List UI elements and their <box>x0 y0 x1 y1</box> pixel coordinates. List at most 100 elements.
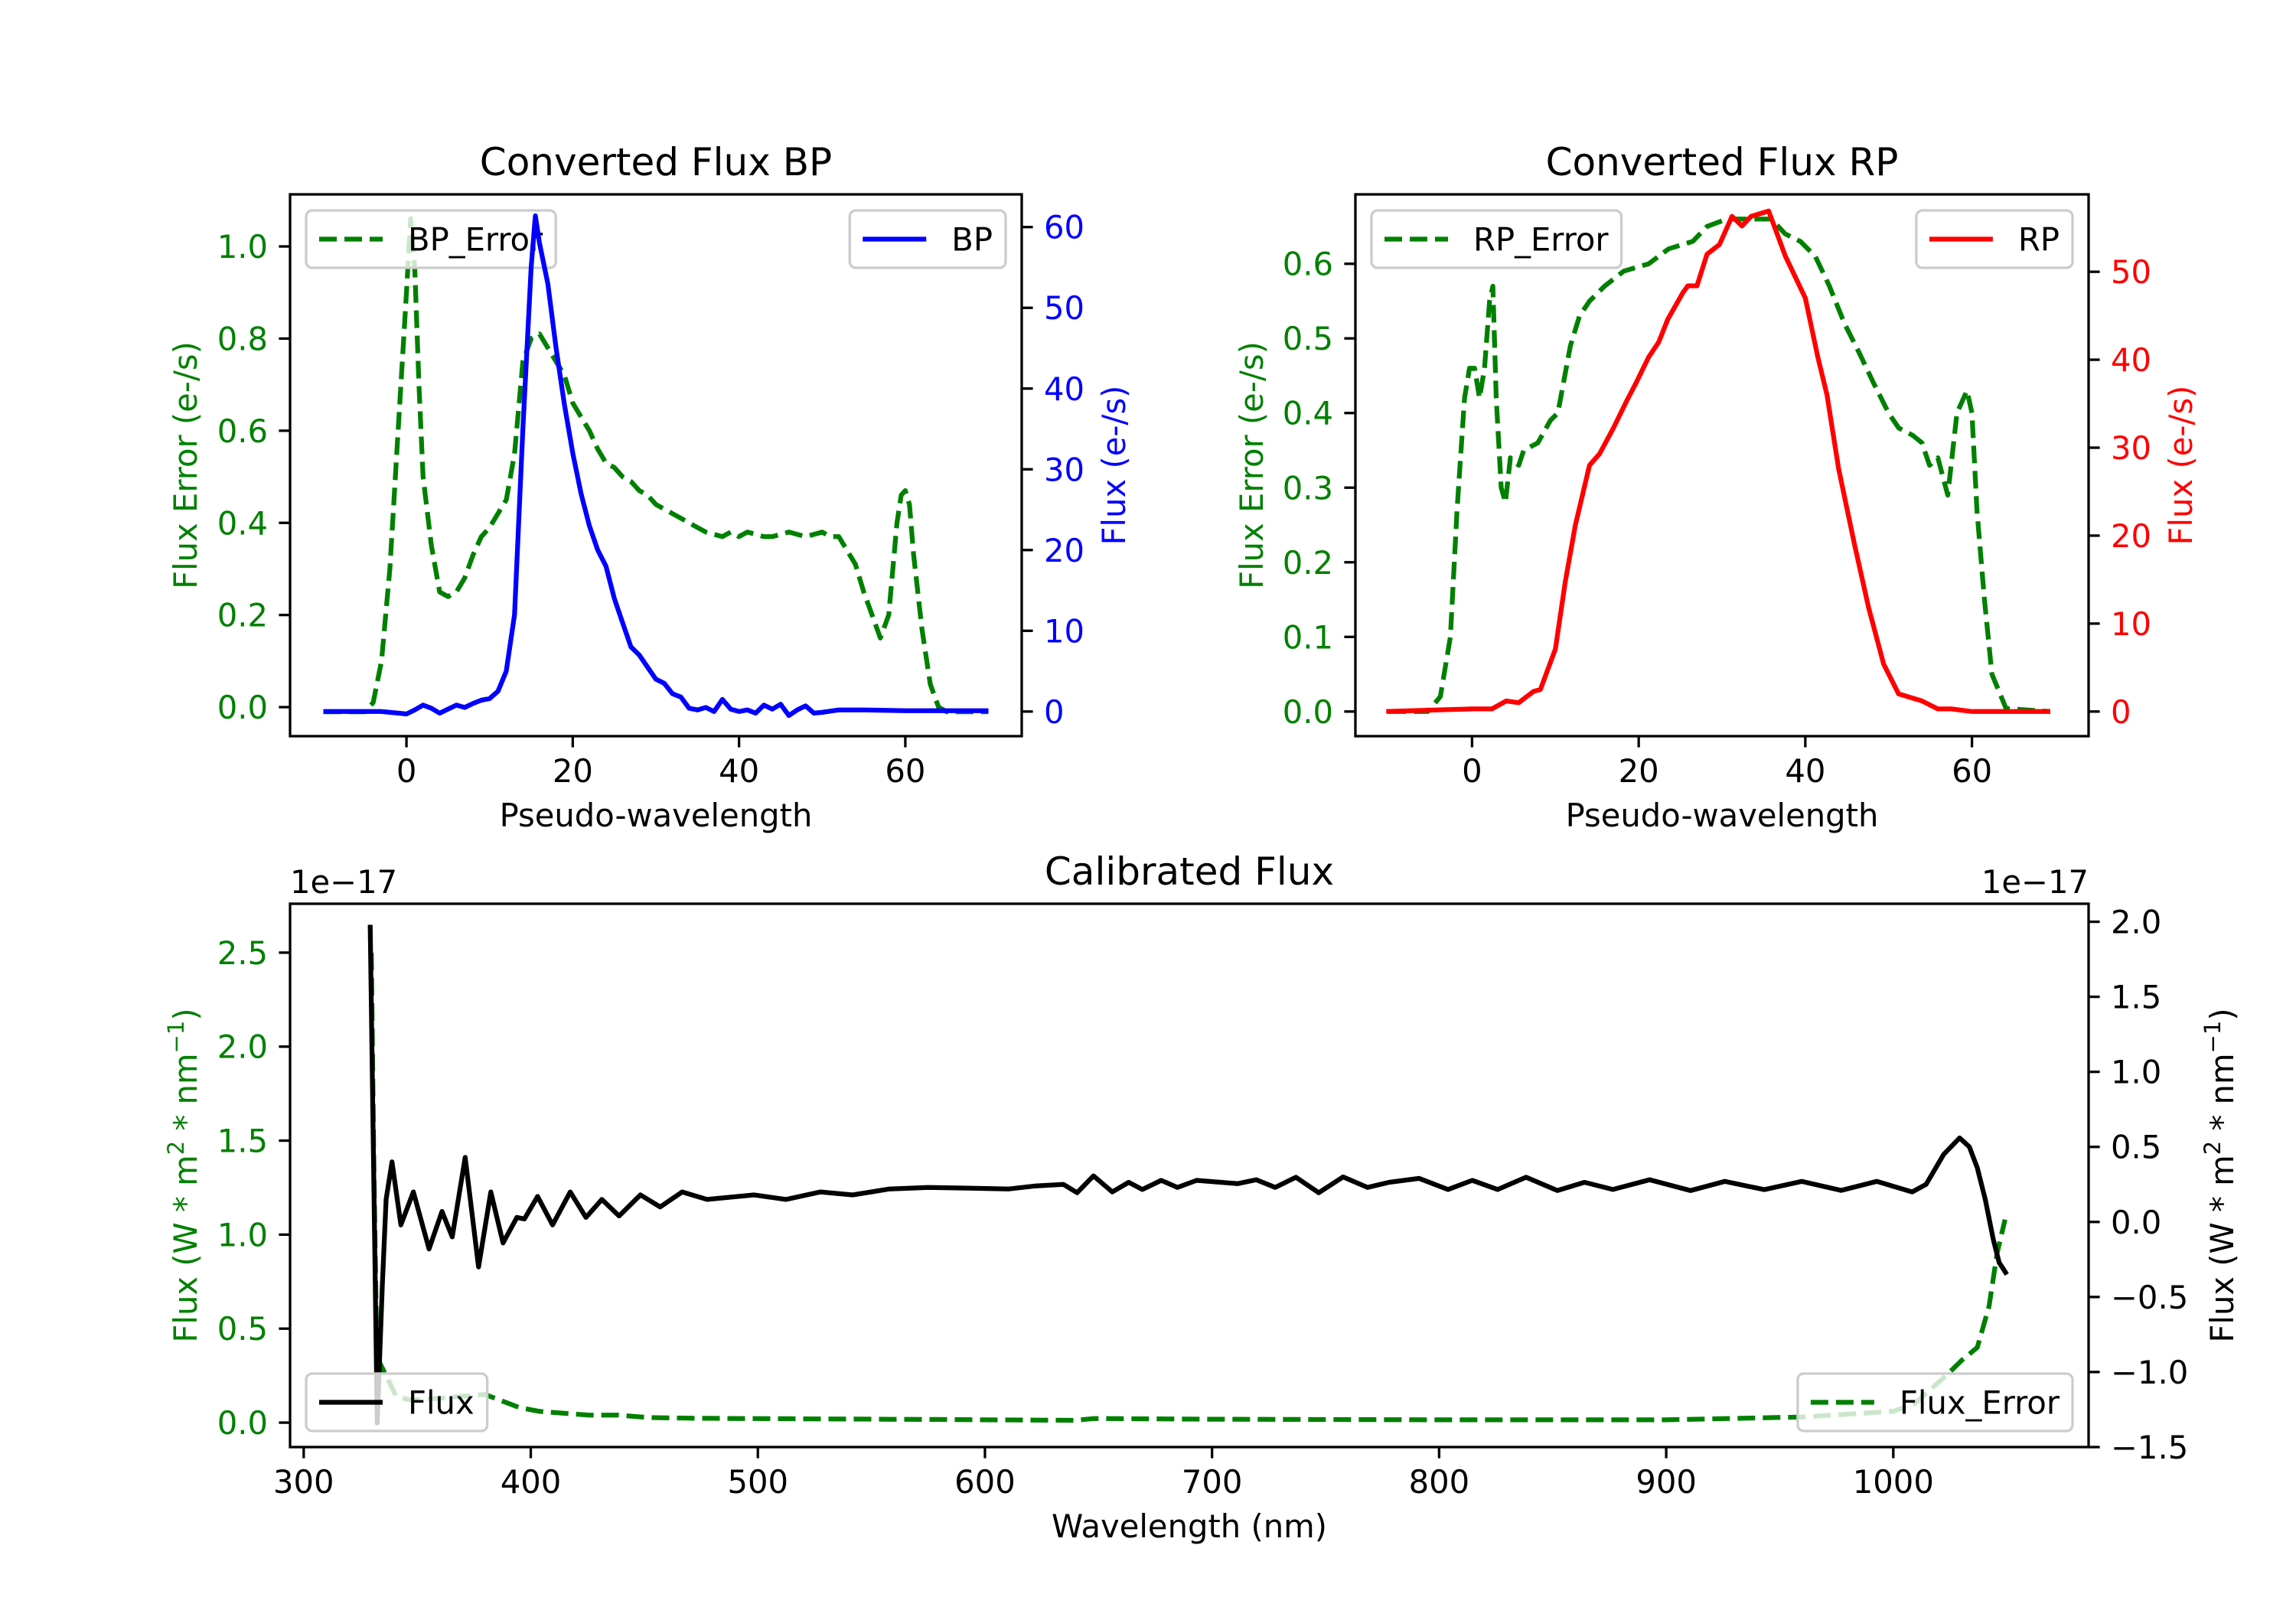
y-left-tick-label: 0.4 <box>217 504 268 542</box>
y-left-tick-label: 2.5 <box>217 934 268 972</box>
y-right-tick-label: 20 <box>2111 517 2151 555</box>
x-tick-label: 20 <box>553 752 593 790</box>
x-tick-label: 40 <box>719 752 759 790</box>
legend-label: RP_Error <box>1473 221 1609 259</box>
x-tick-label: 0 <box>1462 752 1482 790</box>
legend-flux: Flux <box>305 1372 489 1433</box>
chart-calibrated: Calibrated Flux 300 400 500 600 700 800 900 1000… <box>163 849 2240 1545</box>
series-line-rp <box>1386 208 2050 714</box>
series-line-bp-error <box>323 216 989 715</box>
x-tick-label: 40 <box>1785 752 1825 790</box>
y-right-tick-label: 50 <box>2111 253 2151 291</box>
y-right-tick-label: 0.5 <box>2111 1129 2161 1166</box>
legend-frame <box>1370 209 1623 269</box>
y-left-tick-label: 1.0 <box>217 228 268 266</box>
x-tick-label: 0 <box>396 752 417 790</box>
y-right-tick-label: 50 <box>1044 289 1084 327</box>
legend-label: BP <box>951 221 993 259</box>
y-left-tick-label: 0.5 <box>217 1310 268 1348</box>
y-right-tick-label: 2.0 <box>2111 904 2161 941</box>
axes-frame <box>289 193 1023 738</box>
chart-title: Converted Flux BP <box>480 140 832 184</box>
legend-bp: BP <box>848 209 1007 269</box>
y-right-tick-label: −0.5 <box>2111 1279 2188 1316</box>
x-tick-label: 700 <box>1182 1463 1243 1501</box>
y-left-axis-label: Flux (W * m2 * nm−1) <box>163 1008 204 1342</box>
y-right-tick-label: 0.0 <box>2111 1204 2161 1241</box>
x-tick-label: 1000 <box>1853 1463 1934 1501</box>
legend-frame <box>1796 1372 2074 1433</box>
y-left-tick-label: 0.2 <box>217 597 268 634</box>
x-axis-label: Pseudo-wavelength <box>1566 797 1879 834</box>
chart-title: Calibrated Flux <box>1045 849 1334 894</box>
x-tick-label: 300 <box>273 1463 334 1501</box>
y-left-tick-label: 0.2 <box>1283 544 1333 582</box>
y-left-tick-label: 1.0 <box>217 1216 268 1253</box>
series-line-flux <box>367 924 2009 1426</box>
legend-rp-error: RP_Error <box>1370 209 1623 269</box>
y-right-tick-label: 20 <box>1044 532 1084 569</box>
y-left-tick-label: 0.6 <box>217 412 268 450</box>
y-right-tick-label: 1.0 <box>2111 1054 2161 1091</box>
x-tick-label: 400 <box>501 1463 562 1501</box>
series-line-bp <box>323 213 989 719</box>
series-line-rp-error <box>1388 217 2051 714</box>
x-tick-label: 60 <box>885 752 925 790</box>
axes-frame <box>1354 193 2090 738</box>
axes-frame <box>289 902 2090 1449</box>
y-right-axis-label: Flux (W * m2 * nm−1) <box>2200 1008 2240 1342</box>
chart-title: Converted Flux RP <box>1546 140 1899 184</box>
legend-frame <box>305 1372 489 1433</box>
y-left-axis-label: Flux Error (e-/s) <box>1233 341 1270 589</box>
x-tick-label: 20 <box>1619 752 1659 790</box>
x-tick-label: 60 <box>1952 752 1992 790</box>
y-right-tick-label: 30 <box>2111 429 2151 467</box>
x-axis-label: Pseudo-wavelength <box>500 797 813 834</box>
y-right-tick-label: 40 <box>2111 341 2151 379</box>
y-left-offset-text: 1e−17 <box>290 863 397 901</box>
y-right-tick-label: 30 <box>1044 451 1084 488</box>
y-right-tick-label: 60 <box>1044 209 1084 246</box>
legend-frame <box>848 209 1007 269</box>
y-left-tick-label: 0.4 <box>1283 395 1333 432</box>
y-right-tick-label: −1.5 <box>2111 1429 2188 1466</box>
x-tick-label: 600 <box>954 1463 1016 1501</box>
y-left-tick-label: 0.0 <box>217 1404 268 1442</box>
x-tick-label: 900 <box>1636 1463 1697 1501</box>
legend-flux-error: Flux_Error <box>1796 1372 2074 1433</box>
y-left-tick-label: 0.5 <box>1283 320 1333 357</box>
y-right-offset-text: 1e−17 <box>1981 863 2089 901</box>
y-left-tick-label: 2.0 <box>217 1028 268 1066</box>
y-right-tick-label: 10 <box>2111 605 2151 643</box>
y-left-axis-label: Flux Error (e-/s) <box>167 341 204 589</box>
y-right-axis-label: Flux (e-/s) <box>2162 386 2200 546</box>
y-left-tick-label: 1.5 <box>217 1123 268 1160</box>
y-left-tick-label: 0.3 <box>1283 469 1333 507</box>
y-right-tick-label: 10 <box>1044 612 1084 650</box>
legend-label: Flux_Error <box>1900 1384 2060 1422</box>
y-right-tick-label: 0 <box>1044 693 1065 731</box>
legend-label: RP <box>2018 221 2060 259</box>
legend-rp: RP <box>1915 209 2074 269</box>
legend-frame <box>1915 209 2074 269</box>
y-left-tick-label: 0.6 <box>1283 246 1333 283</box>
y-right-tick-label: −1.0 <box>2111 1354 2188 1391</box>
x-tick-label: 800 <box>1409 1463 1470 1501</box>
chart-bp: Converted Flux BP 0 20 40 60 Pseudo-wavelengt… <box>167 140 1133 834</box>
y-right-tick-label: 0 <box>2111 693 2131 731</box>
legend-frame <box>305 209 557 269</box>
y-left-tick-label: 0.0 <box>1283 693 1333 731</box>
y-left-tick-label: 0.0 <box>217 689 268 726</box>
x-axis-label: Wavelength (nm) <box>1052 1508 1327 1545</box>
legend-label: BP_Error <box>408 221 543 259</box>
y-right-tick-label: 1.5 <box>2111 979 2161 1016</box>
y-left-tick-label: 0.8 <box>217 320 268 357</box>
legend-label: Flux <box>408 1384 475 1422</box>
chart-rp: Converted Flux RP 0 20 40 60 Pseudo-wavelengt… <box>1233 140 2200 834</box>
x-tick-label: 500 <box>727 1463 788 1501</box>
legend-bp-error: BP_Error <box>305 209 557 269</box>
y-left-tick-label: 0.1 <box>1283 618 1333 656</box>
y-right-tick-label: 40 <box>1044 370 1084 408</box>
y-right-axis-label: Flux (e-/s) <box>1095 386 1133 546</box>
